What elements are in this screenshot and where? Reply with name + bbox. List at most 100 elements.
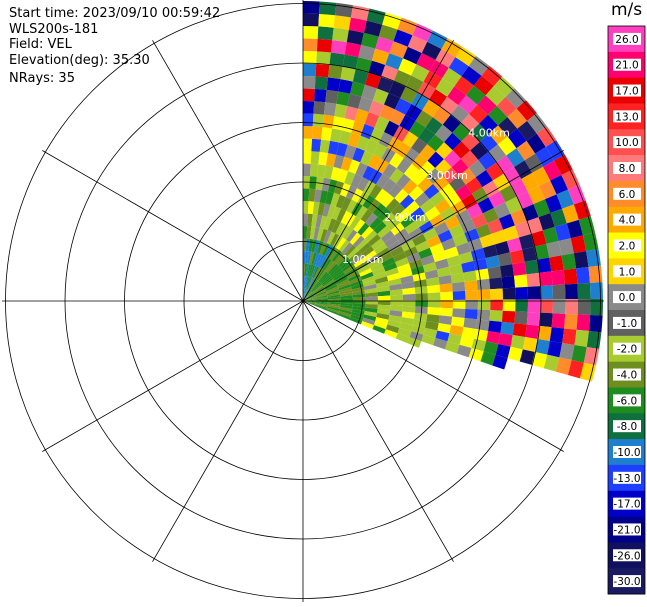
velocity-gate <box>479 233 495 249</box>
velocity-gate <box>461 66 482 86</box>
colorbar-tick-bg <box>613 84 641 97</box>
velocity-gate <box>477 299 491 311</box>
velocity-gate <box>452 141 471 159</box>
velocity-gate <box>444 215 461 230</box>
velocity-gate <box>354 108 369 124</box>
velocity-gate <box>316 38 333 53</box>
velocity-gate <box>315 298 328 301</box>
velocity-gate <box>415 240 430 253</box>
velocity-gate <box>412 233 427 247</box>
velocity-gate <box>326 231 336 245</box>
colorbar-tick-bg <box>613 32 641 45</box>
velocity-gate <box>387 240 402 253</box>
velocity-gate <box>303 288 307 301</box>
velocity-gate <box>381 257 396 268</box>
velocity-gate <box>372 88 389 105</box>
velocity-gate <box>486 330 501 344</box>
velocity-gate <box>507 128 527 149</box>
velocity-gate <box>435 78 455 97</box>
colorbar-tick-label: -13.0 <box>613 473 640 485</box>
velocity-gate <box>531 351 548 369</box>
velocity-gate <box>303 301 316 303</box>
velocity-gate <box>315 253 323 267</box>
velocity-gate <box>350 280 363 287</box>
velocity-gate <box>371 48 390 65</box>
velocity-gate <box>303 151 312 164</box>
velocity-gate <box>339 289 353 295</box>
velocity-gate <box>337 281 351 289</box>
velocity-gate <box>586 331 602 349</box>
velocity-gate <box>310 151 320 165</box>
velocity-gate <box>319 215 328 229</box>
velocity-gate <box>424 269 439 280</box>
velocity-gate <box>314 290 327 297</box>
velocity-gate <box>375 317 389 325</box>
velocity-gate <box>378 131 394 148</box>
velocity-gate <box>538 271 553 287</box>
velocity-gate <box>378 24 398 42</box>
velocity-gate <box>337 168 349 183</box>
velocity-gate <box>426 235 442 248</box>
velocity-gate <box>448 57 469 77</box>
velocity-gate <box>395 257 409 268</box>
velocity-gate <box>426 314 440 323</box>
colorbar-tick-bg <box>613 213 641 226</box>
velocity-gate <box>538 180 557 200</box>
velocity-gate <box>303 292 313 301</box>
velocity-gate <box>461 132 480 151</box>
velocity-gate <box>543 160 562 181</box>
velocity-gate <box>465 299 478 310</box>
colorbar-tick-bg <box>613 58 641 71</box>
azimuth-spoke <box>42 300 304 452</box>
velocity-gate <box>369 184 383 199</box>
velocity-gate <box>303 126 313 139</box>
velocity-gate <box>468 160 486 178</box>
velocity-gate <box>330 128 342 143</box>
velocity-gate <box>415 110 433 128</box>
velocity-gate <box>327 294 341 299</box>
velocity-gate <box>549 255 564 272</box>
velocity-gate <box>328 140 340 155</box>
velocity-gate <box>427 292 441 301</box>
velocity-gate <box>365 212 378 227</box>
velocity-gate <box>316 164 326 178</box>
velocity-gate <box>303 288 306 301</box>
velocity-gate <box>427 134 445 152</box>
velocity-gate <box>449 175 466 192</box>
velocity-gate <box>324 244 334 258</box>
velocity-gate <box>336 237 347 250</box>
velocity-gate <box>435 330 450 342</box>
velocity-gate <box>365 300 378 305</box>
velocity-gate <box>489 310 503 322</box>
velocity-gate <box>464 228 480 243</box>
velocity-gate <box>414 192 430 208</box>
velocity-gate <box>495 343 511 359</box>
velocity-gate <box>338 256 350 268</box>
velocity-gate <box>309 226 316 240</box>
velocity-gate <box>450 200 467 216</box>
velocity-gate <box>411 154 428 171</box>
field-text: Field: VEL <box>9 37 72 52</box>
velocity-gate <box>349 276 362 285</box>
velocity-gate <box>488 191 506 208</box>
velocity-gate <box>361 226 374 239</box>
velocity-gate <box>328 64 343 80</box>
velocity-gate <box>468 55 490 76</box>
velocity-gate <box>355 260 369 271</box>
velocity-gate <box>374 276 389 284</box>
velocity-gate <box>303 251 306 264</box>
velocity-gate <box>433 175 450 192</box>
velocity-gate <box>335 222 346 236</box>
velocity-gate <box>447 86 467 106</box>
velocity-gate <box>365 292 378 298</box>
velocity-gate <box>452 299 466 309</box>
velocity-gate <box>376 247 391 259</box>
velocity-gate <box>517 120 537 141</box>
velocity-gate <box>563 268 578 285</box>
velocity-gate <box>425 117 443 135</box>
velocity-gate <box>303 290 311 301</box>
colorbar-tick-bg <box>613 575 641 588</box>
velocity-gate <box>355 205 368 220</box>
velocity-gate <box>422 99 440 118</box>
velocity-gate <box>357 222 370 236</box>
